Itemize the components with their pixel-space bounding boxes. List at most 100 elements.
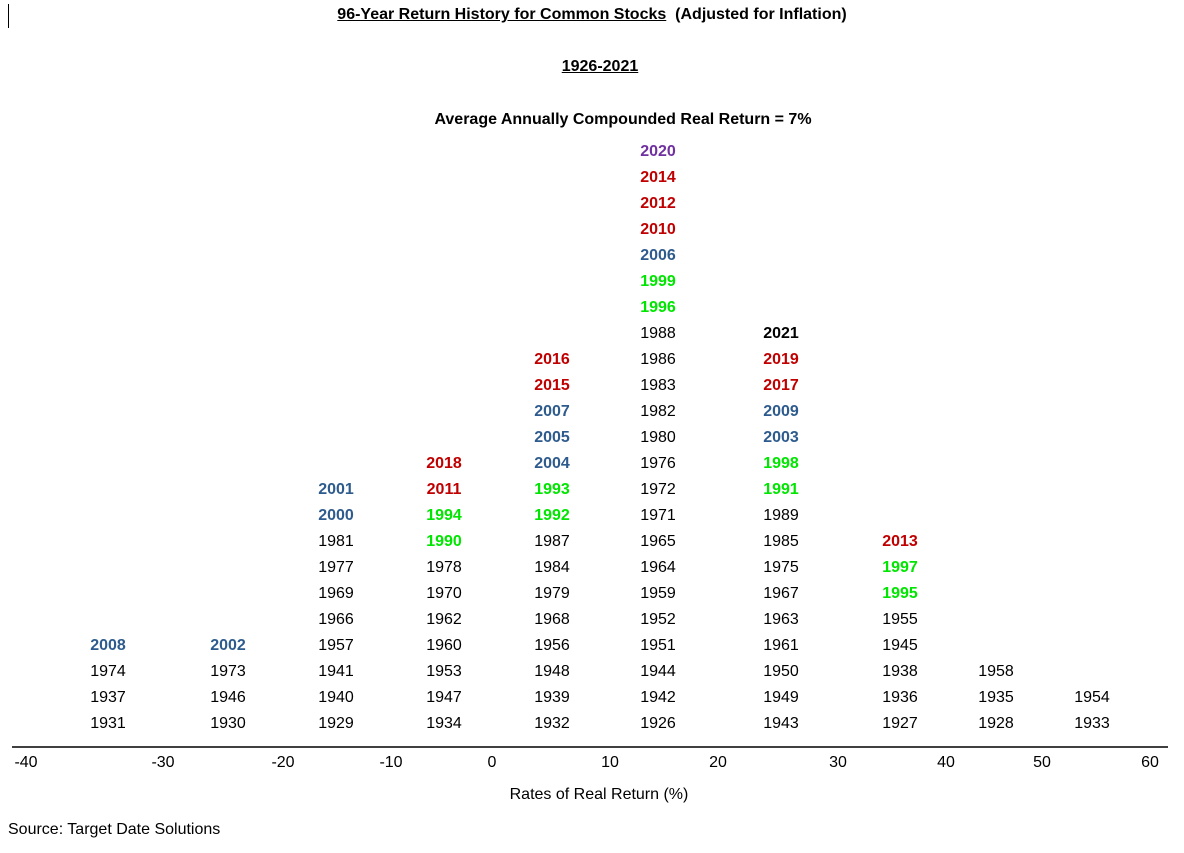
year-label: 1936: [882, 689, 918, 706]
year-label: 1990: [426, 533, 462, 550]
source-note: Source: Target Date Solutions: [8, 821, 221, 838]
year-label: 1957: [318, 637, 354, 654]
year-label: 1945: [882, 637, 918, 654]
year-label: 2006: [640, 247, 676, 264]
year-label: 1949: [763, 689, 799, 706]
x-tick-label: 10: [601, 754, 619, 771]
year-label: 1959: [640, 585, 676, 602]
year-label: 1983: [640, 377, 676, 394]
x-tick-label: 50: [1033, 754, 1051, 771]
year-label: 2013: [882, 533, 918, 550]
year-label: 2017: [763, 377, 799, 394]
year-label: 1948: [534, 663, 570, 680]
year-label: 1974: [90, 663, 126, 680]
year-label: 1942: [640, 689, 676, 706]
year-label: 1995: [882, 585, 918, 602]
year-label: 1970: [426, 585, 462, 602]
x-tick-label: 20: [709, 754, 727, 771]
year-label: 1960: [426, 637, 462, 654]
year-label: 1973: [210, 663, 246, 680]
year-label: 2010: [640, 221, 676, 238]
year-label: 1933: [1074, 715, 1110, 732]
year-label: 1969: [318, 585, 354, 602]
year-label: 2016: [534, 351, 570, 368]
year-label: 1938: [882, 663, 918, 680]
year-label: 1943: [763, 715, 799, 732]
year-label: 2012: [640, 195, 676, 212]
year-label: 1929: [318, 715, 354, 732]
x-tick-label: 0: [488, 754, 497, 771]
year-label: 1934: [426, 715, 462, 732]
year-label: 1993: [534, 481, 570, 498]
year-label: 1950: [763, 663, 799, 680]
average-return-note: Average Annually Compounded Real Return …: [434, 111, 812, 128]
year-label: 1984: [534, 559, 570, 576]
year-label: 2000: [318, 507, 354, 524]
x-tick-label: 30: [829, 754, 847, 771]
year-label: 1977: [318, 559, 354, 576]
year-label: 1952: [640, 611, 676, 628]
year-label: 1979: [534, 585, 570, 602]
year-label: 1986: [640, 351, 676, 368]
year-label: 1944: [640, 663, 676, 680]
year-label: 1982: [640, 403, 676, 420]
year-label: 1978: [426, 559, 462, 576]
year-label: 2001: [318, 481, 354, 498]
year-label: 2002: [210, 637, 246, 654]
year-label: 1958: [978, 663, 1014, 680]
x-tick-label: -30: [151, 754, 174, 771]
year-label: 1971: [640, 507, 676, 524]
chart-title: 96-Year Return History for Common Stocks…: [0, 6, 1184, 24]
x-tick-label: -10: [379, 754, 402, 771]
year-label: 1975: [763, 559, 799, 576]
chart-title-main: 96-Year Return History for Common Stocks: [337, 6, 667, 23]
year-label: 1980: [640, 429, 676, 446]
year-label: 1996: [640, 299, 676, 316]
year-label: 1987: [534, 533, 570, 550]
year-label: 1932: [534, 715, 570, 732]
year-label: 1988: [640, 325, 676, 342]
year-label: 1992: [534, 507, 570, 524]
year-label: 1937: [90, 689, 126, 706]
year-label: 2008: [90, 637, 126, 654]
year-label: 1928: [978, 715, 1014, 732]
year-label: 1953: [426, 663, 462, 680]
year-label: 2009: [763, 403, 799, 420]
year-label: 1965: [640, 533, 676, 550]
year-label: 1939: [534, 689, 570, 706]
year-label: 1967: [763, 585, 799, 602]
x-tick-label: 40: [937, 754, 955, 771]
year-label: 1956: [534, 637, 570, 654]
text-cursor: [8, 4, 9, 28]
year-label: 1940: [318, 689, 354, 706]
year-label: 1962: [426, 611, 462, 628]
year-label: 1935: [978, 689, 1014, 706]
year-label: 1981: [318, 533, 354, 550]
year-label: 1994: [426, 507, 462, 524]
year-label: 1972: [640, 481, 676, 498]
year-label: 1964: [640, 559, 676, 576]
year-label: 1999: [640, 273, 676, 290]
x-tick-label: -40: [14, 754, 37, 771]
year-label: 1931: [90, 715, 126, 732]
year-label: 1963: [763, 611, 799, 628]
year-label: 1998: [763, 455, 799, 472]
year-label: 1961: [763, 637, 799, 654]
year-label: 1951: [640, 637, 676, 654]
year-label: 1968: [534, 611, 570, 628]
year-label: 1955: [882, 611, 918, 628]
year-label: 1966: [318, 611, 354, 628]
year-label: 2020: [640, 143, 676, 160]
year-label: 2003: [763, 429, 799, 446]
year-label: 2004: [534, 455, 570, 472]
year-label: 1954: [1074, 689, 1110, 706]
year-label: 2018: [426, 455, 462, 472]
year-label: 1947: [426, 689, 462, 706]
year-label: 2007: [534, 403, 570, 420]
year-label: 2019: [763, 351, 799, 368]
x-tick-label: 60: [1141, 754, 1159, 771]
year-label: 1997: [882, 559, 918, 576]
year-label: 2011: [427, 481, 462, 498]
year-label: 1941: [318, 663, 354, 680]
